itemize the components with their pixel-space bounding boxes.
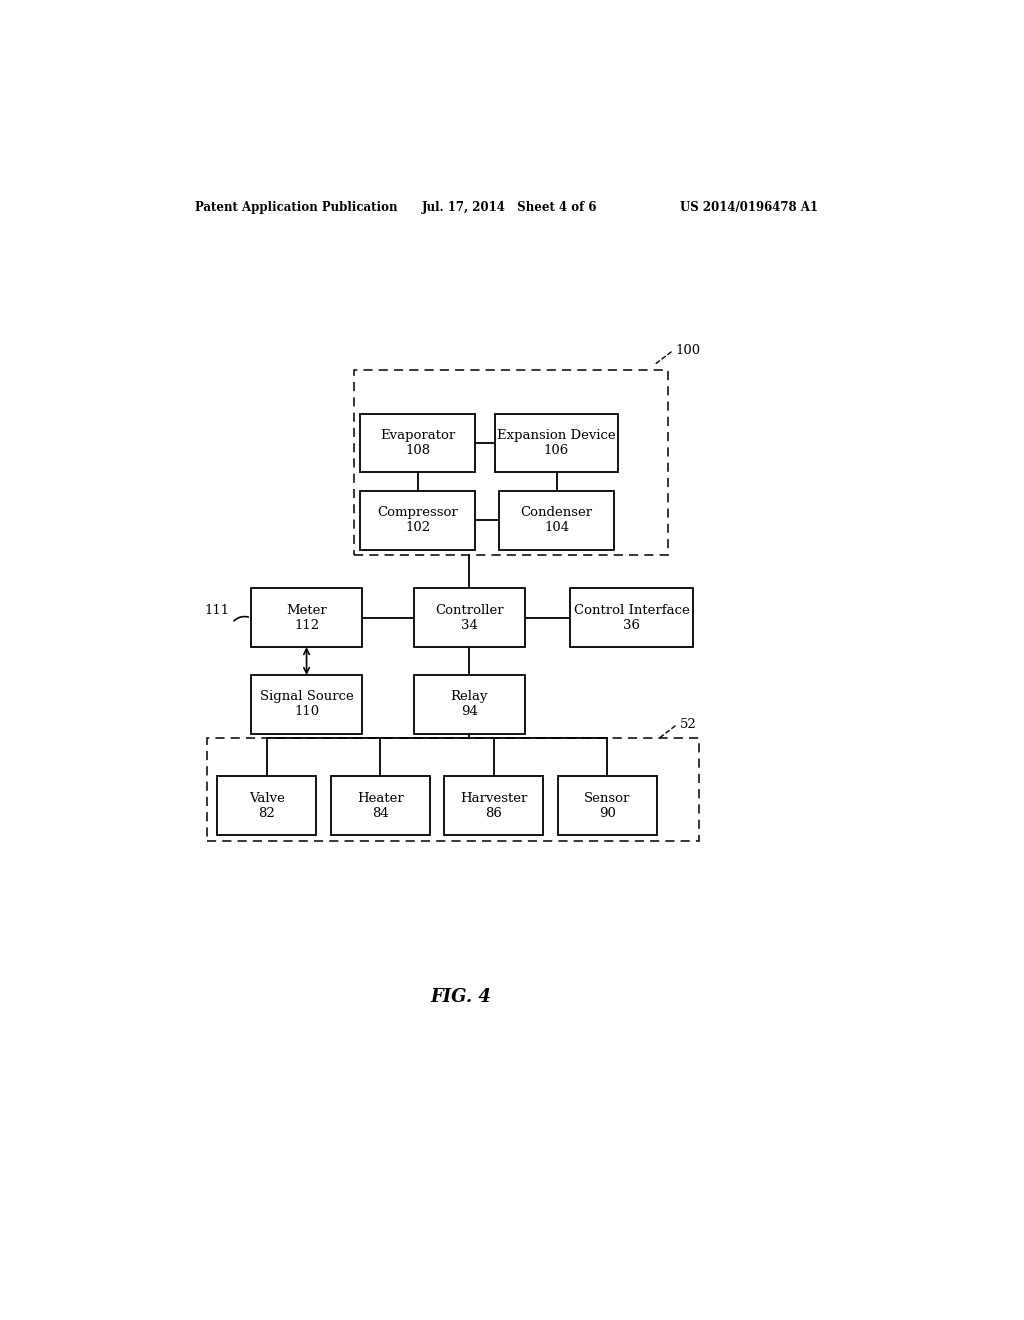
Text: 111: 111 [205,605,229,618]
Text: FIG. 4: FIG. 4 [431,987,492,1006]
Bar [354,370,668,554]
Bar [217,776,316,836]
Text: Harvester
86: Harvester 86 [460,792,527,820]
Text: 52: 52 [680,718,696,731]
Text: Patent Application Publication: Patent Application Publication [196,201,398,214]
Bar [495,413,618,473]
Text: Controller
34: Controller 34 [435,603,504,632]
Text: Expansion Device
106: Expansion Device 106 [498,429,615,457]
Text: Heater
84: Heater 84 [357,792,403,820]
Bar [570,589,693,647]
Bar [207,738,699,841]
Bar [558,776,657,836]
Text: Relay
94: Relay 94 [451,690,488,718]
Text: Jul. 17, 2014   Sheet 4 of 6: Jul. 17, 2014 Sheet 4 of 6 [422,201,597,214]
Text: 100: 100 [676,345,700,356]
Bar [414,675,524,734]
Bar [331,776,430,836]
Text: Meter
112: Meter 112 [286,603,327,632]
Text: Sensor
90: Sensor 90 [584,792,631,820]
Text: Condenser
104: Condenser 104 [520,507,593,535]
Text: Evaporator
108: Evaporator 108 [380,429,456,457]
Text: Valve
82: Valve 82 [249,792,285,820]
Bar [444,776,544,836]
Text: Signal Source
110: Signal Source 110 [260,690,353,718]
Text: Control Interface
36: Control Interface 36 [574,603,690,632]
Bar [251,589,362,647]
Bar [360,413,475,473]
Text: Compressor
102: Compressor 102 [377,507,458,535]
Bar [499,491,614,549]
Bar [414,589,524,647]
Text: US 2014/0196478 A1: US 2014/0196478 A1 [680,201,817,214]
Bar [360,491,475,549]
Bar [251,675,362,734]
